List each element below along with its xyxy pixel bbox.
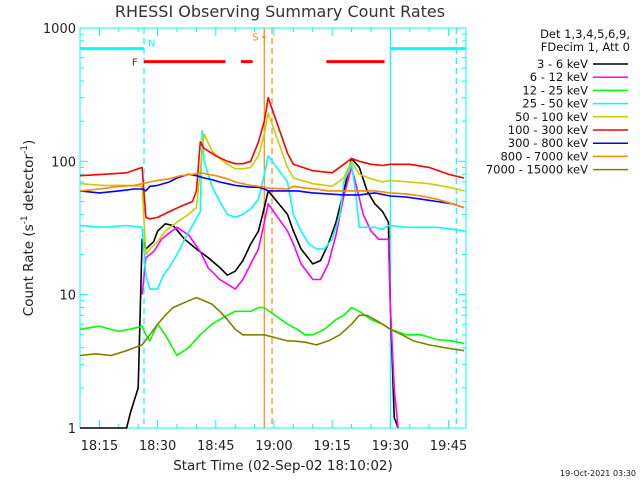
x-axis-label: Start Time (02-Sep-02 18:10:02): [173, 458, 393, 474]
generation-timestamp: 19-Oct-2021 03:30: [560, 469, 636, 478]
y-axis-label-part: detector: [21, 154, 37, 216]
series-line: [141, 166, 399, 429]
y-tick-label: 10: [59, 289, 76, 304]
y-axis-label-sup: -1: [20, 215, 30, 224]
legend: Det 1,3,4,5,6,9, FDecim 1, Att 0 3 - 6 k…: [486, 27, 630, 177]
y-axis-label-sup: -1: [20, 145, 30, 154]
series-line: [79, 173, 465, 209]
y-tick-label: 1: [68, 422, 76, 437]
series-line: [79, 296, 465, 357]
series-line: [79, 96, 465, 220]
y-axis-label-part: Count Rate (s: [21, 224, 37, 316]
series-line: [79, 129, 465, 290]
attenuator-bands: NF S: [80, 33, 466, 69]
chart-title: RHESSI Observing Summary Count Rates: [115, 2, 445, 21]
x-tick-label: 18:30: [139, 439, 176, 454]
y-axis-label: Count Rate (s-1 detector-1): [20, 140, 37, 316]
legend-label: 12 - 25 keV: [522, 83, 588, 97]
saa-label: S: [252, 33, 258, 44]
x-tick-label: 18:45: [197, 439, 234, 454]
flare-label: F: [132, 58, 138, 69]
y-tick-label: 1000: [43, 22, 76, 37]
x-tick-label: 19:00: [255, 439, 292, 454]
x-tick-label: 19:45: [430, 439, 467, 454]
night-label: N: [148, 39, 155, 50]
y-tick-label: 100: [51, 155, 76, 170]
series-line: [80, 157, 399, 429]
legend-label: 100 - 300 keV: [508, 123, 588, 137]
legend-header-line: FDecim 1, Att 0: [541, 40, 630, 54]
x-tick-label: 18:15: [81, 439, 118, 454]
legend-label: 7000 - 15000 keV: [486, 163, 588, 177]
x-tick-label: 19:15: [313, 439, 350, 454]
y-axis-label-part: ): [21, 140, 37, 145]
legend-label: 300 - 800 keV: [508, 136, 588, 150]
legend-label: 6 - 12 keV: [530, 70, 588, 84]
legend-label: 3 - 6 keV: [537, 57, 588, 71]
legend-header-line: Det 1,3,4,5,6,9,: [540, 27, 630, 41]
x-tick-label: 19:30: [372, 439, 409, 454]
axes-layer: 18:15 18:30 18:45 19:00 19:15 19:30 19:45 1 10 10…: [43, 22, 467, 454]
series-layer: [79, 96, 465, 429]
legend-label: 800 - 7000 keV: [500, 149, 588, 163]
legend-label: 25 - 50 keV: [522, 97, 588, 111]
plot-frame: [79, 27, 467, 429]
legend-label: 50 - 100 keV: [515, 110, 588, 124]
series-line: [79, 112, 465, 256]
series-line: [79, 172, 465, 209]
